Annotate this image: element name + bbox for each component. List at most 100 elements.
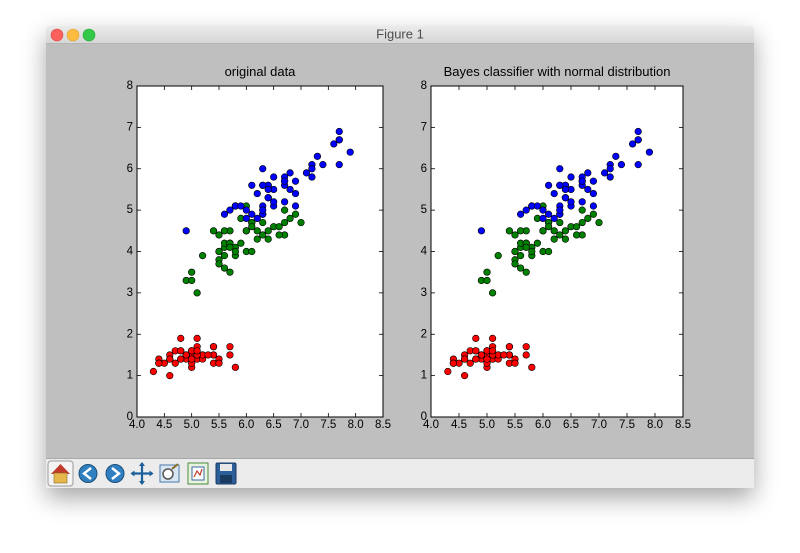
point [313, 152, 322, 160]
point [308, 173, 316, 181]
pan-icon [131, 463, 153, 484]
point [226, 351, 234, 359]
x-tick-label: 5.0 [479, 419, 495, 431]
point [281, 198, 289, 206]
point [335, 161, 343, 169]
point [539, 214, 547, 222]
point [264, 185, 272, 194]
point [612, 152, 620, 160]
point [291, 177, 300, 185]
point [215, 260, 223, 268]
point [199, 252, 207, 260]
figure: original data 4.0 4.5 5.0 5.5 6.0 6.5 7.0 7.5 8.0… [127, 64, 691, 431]
point [533, 239, 542, 247]
point [578, 218, 586, 227]
y-tick-label: 1 [421, 370, 427, 382]
point [477, 227, 486, 235]
point [226, 206, 234, 214]
y-tick-label: 3 [421, 287, 427, 299]
zoom-button[interactable] [82, 28, 96, 42]
point [544, 181, 553, 189]
point [242, 206, 250, 214]
forward-button[interactable] [105, 464, 125, 483]
point [209, 227, 218, 235]
point [231, 363, 239, 371]
y-tick-label: 3 [127, 287, 133, 299]
point [522, 206, 530, 214]
pan-button[interactable] [130, 462, 154, 485]
x-tick-label: 5.5 [211, 419, 227, 431]
point [511, 359, 519, 367]
point [528, 363, 536, 371]
y-tick-label: 5 [421, 204, 427, 216]
point [242, 214, 250, 222]
save-button[interactable] [215, 462, 237, 485]
point [242, 227, 250, 235]
point [477, 351, 486, 359]
point [155, 359, 163, 367]
window-title: Figure 1 [376, 26, 424, 41]
point [617, 161, 626, 169]
point [259, 218, 267, 227]
x-tick-label: 7.5 [320, 419, 336, 431]
x-tick-label: 7.0 [293, 419, 309, 431]
point [281, 177, 289, 185]
point [330, 140, 338, 148]
point [516, 264, 525, 272]
point [182, 227, 190, 235]
x-tick-label: 6.0 [238, 419, 254, 431]
point [259, 165, 267, 173]
zoom-icon [171, 463, 179, 470]
point [572, 223, 581, 231]
point [589, 210, 598, 218]
point [188, 355, 196, 363]
point [253, 227, 261, 235]
point [275, 231, 283, 239]
x-tick-label: 4.0 [423, 419, 439, 431]
point [472, 334, 480, 342]
point [511, 231, 519, 239]
point [561, 235, 570, 243]
point [188, 268, 196, 276]
point [533, 202, 542, 210]
point [177, 334, 185, 342]
point [226, 268, 234, 276]
home-button[interactable] [47, 460, 74, 487]
subplots-button[interactable] [187, 462, 209, 485]
point [589, 189, 598, 198]
title-bar [46, 26, 754, 43]
point [522, 343, 530, 351]
point [308, 165, 316, 173]
point [461, 372, 469, 380]
x-tick-label: 6.5 [563, 419, 579, 431]
minimize-button[interactable] [66, 28, 80, 42]
save-icon [220, 475, 232, 483]
point [561, 194, 570, 202]
point [483, 268, 491, 276]
point [220, 227, 229, 235]
plot-area [431, 86, 683, 417]
point [177, 347, 185, 355]
point [483, 276, 491, 285]
point [516, 252, 525, 260]
point [149, 367, 157, 376]
y-tick-label: 6 [421, 163, 427, 175]
point [215, 231, 223, 239]
close-button[interactable] [50, 28, 64, 42]
point [511, 247, 519, 256]
point [522, 268, 530, 276]
point [264, 227, 272, 235]
point [177, 355, 185, 363]
y-tick-label: 2 [421, 328, 427, 340]
point [505, 227, 514, 235]
back-button[interactable] [78, 464, 98, 483]
point [270, 173, 278, 181]
toolbar-buttons [47, 460, 237, 487]
point [253, 214, 261, 222]
point [182, 351, 190, 359]
point [600, 169, 609, 177]
point [606, 165, 614, 173]
save-icon [220, 464, 232, 471]
point [220, 264, 229, 272]
zoom-rect-button[interactable] [159, 463, 180, 483]
